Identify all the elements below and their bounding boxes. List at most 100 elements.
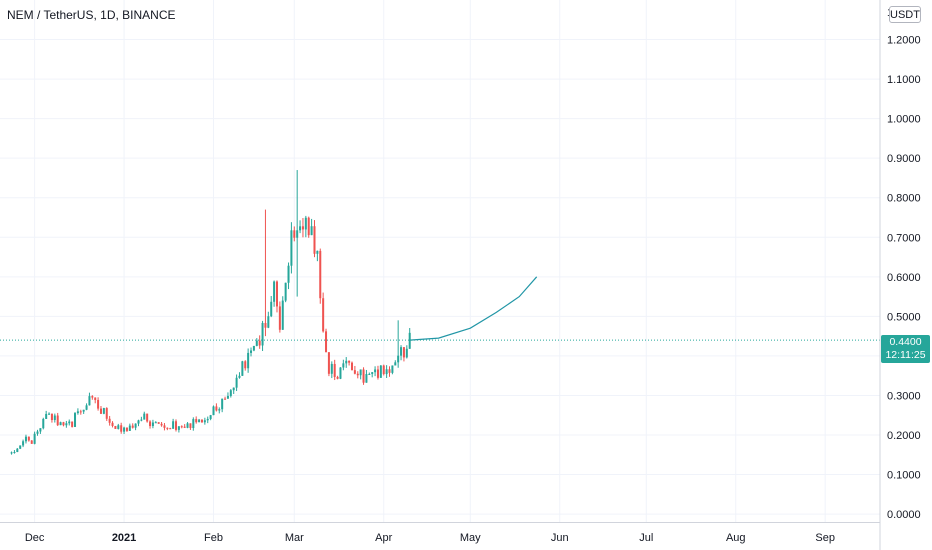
candle-body	[76, 411, 79, 414]
candle	[151, 419, 154, 429]
price-axis[interactable]: 0.00000.10000.20000.30000.40000.50000.60…	[887, 7, 921, 521]
candle	[244, 360, 247, 371]
candle	[275, 280, 278, 313]
candle-body	[27, 436, 30, 441]
candle-body	[374, 369, 377, 373]
candle	[400, 345, 403, 361]
candle	[342, 359, 345, 371]
candle-body	[261, 322, 264, 346]
candle	[371, 371, 374, 378]
candle-body	[356, 373, 359, 376]
candle	[131, 423, 134, 429]
candle	[388, 366, 391, 377]
candle	[348, 360, 351, 366]
time-tick-label: Jun	[551, 532, 569, 544]
candle	[62, 421, 65, 427]
candle	[359, 369, 362, 380]
candle-body	[120, 425, 123, 432]
last-price-value: 0.4400	[889, 336, 922, 348]
candle	[224, 396, 227, 400]
candle-body	[359, 369, 362, 376]
candle-body	[177, 426, 180, 430]
candle-body	[24, 436, 27, 442]
time-tick-label: Jul	[639, 532, 653, 544]
candle-body	[304, 217, 307, 230]
candle-body	[290, 230, 293, 266]
candle	[163, 423, 166, 431]
candle-body	[203, 420, 206, 423]
candle	[48, 412, 51, 415]
candle-body	[123, 427, 126, 432]
candle-body	[50, 413, 53, 420]
candle-body	[111, 422, 114, 426]
candle-body	[88, 396, 91, 406]
candle-body	[371, 372, 374, 374]
time-tick-label: Aug	[726, 532, 746, 544]
candle-body	[45, 413, 48, 419]
candle	[149, 420, 152, 429]
candle	[102, 407, 105, 415]
price-tick-label: 1.2000	[887, 35, 921, 47]
candle-body	[296, 230, 299, 238]
candle	[365, 369, 368, 383]
candle	[172, 418, 175, 429]
candle	[278, 301, 281, 333]
candle	[206, 416, 209, 424]
candle-body	[252, 345, 255, 351]
candle	[299, 220, 302, 234]
candle-body	[339, 367, 342, 379]
candle	[91, 395, 94, 400]
candle	[325, 328, 328, 353]
candle-body	[105, 408, 108, 419]
candle-body	[322, 298, 325, 332]
candle	[394, 360, 397, 366]
candle	[385, 365, 388, 379]
candle	[307, 216, 310, 238]
candle-body	[388, 369, 391, 373]
candle	[79, 409, 82, 415]
candle	[13, 450, 16, 454]
candle	[189, 423, 192, 430]
candle	[270, 296, 273, 318]
time-tick-label: Feb	[204, 532, 223, 544]
candle	[250, 347, 253, 357]
candle-body	[79, 411, 82, 413]
candle	[322, 292, 325, 333]
candle-body	[307, 217, 310, 236]
candle	[333, 359, 336, 381]
time-tick-label: May	[460, 532, 481, 544]
candle	[229, 389, 232, 398]
time-tick-label: 2021	[112, 532, 136, 544]
candle-body	[10, 452, 13, 454]
candle	[212, 405, 215, 416]
candle	[68, 419, 71, 426]
grid-lines	[0, 0, 880, 523]
candle-body	[131, 425, 134, 428]
time-axis[interactable]: Dec 2021 Feb Mar Apr May Jun Jul Aug Sep	[25, 532, 835, 544]
candle-body	[53, 415, 56, 420]
candle-body	[301, 226, 304, 230]
candle-body	[62, 422, 65, 426]
candle-body	[13, 451, 16, 453]
candle-body	[232, 387, 235, 391]
candle-body	[385, 369, 388, 375]
candle	[241, 360, 244, 376]
candle	[313, 220, 316, 258]
candle	[405, 345, 408, 359]
candle	[273, 280, 276, 307]
candle-body	[255, 340, 258, 346]
candle-body	[218, 409, 221, 411]
candle	[221, 398, 224, 413]
candle-body	[310, 226, 313, 236]
candle-body	[313, 226, 316, 254]
candle-body	[154, 422, 157, 424]
candle	[45, 410, 48, 419]
candle-body	[275, 281, 278, 307]
candle-body	[365, 374, 368, 383]
candle	[356, 371, 359, 379]
currency-button[interactable]: USDT	[889, 6, 921, 23]
candle	[316, 250, 319, 262]
candle	[350, 361, 354, 371]
candle-body	[382, 365, 385, 375]
